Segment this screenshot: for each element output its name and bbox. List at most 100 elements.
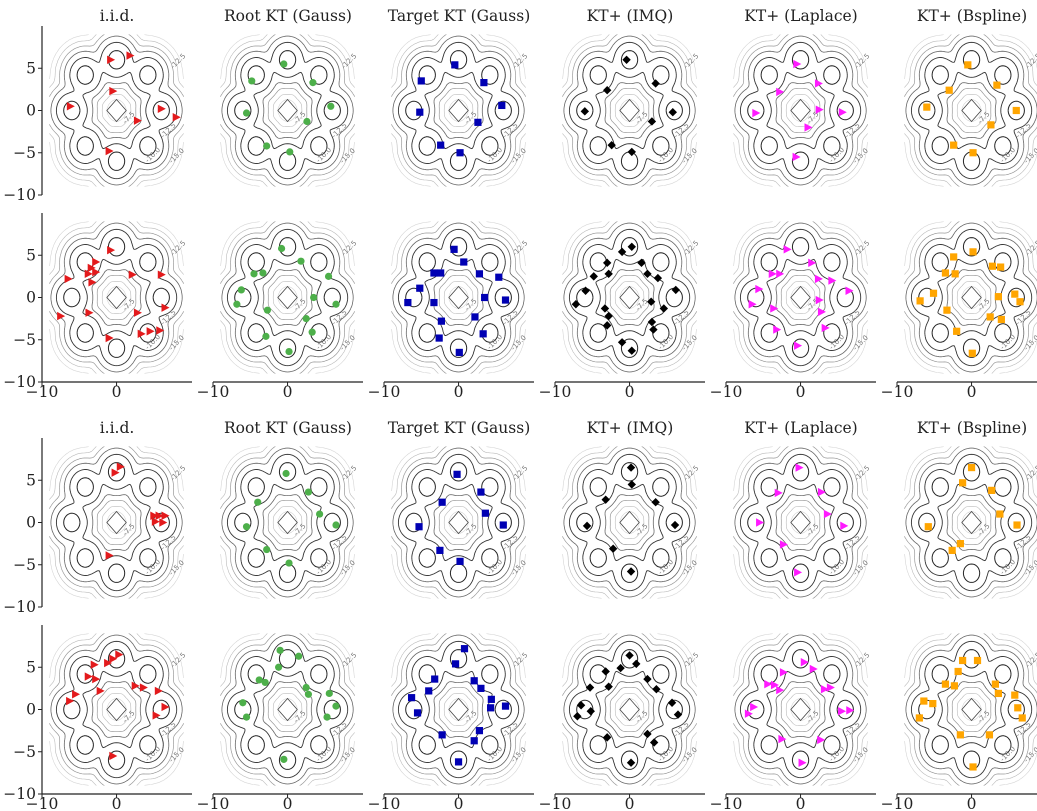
x-tick-label: −10 <box>368 795 401 811</box>
x-tick-label: −10 <box>26 383 59 401</box>
contour-line <box>221 35 354 186</box>
data-point <box>821 323 830 333</box>
contour-line <box>734 634 867 785</box>
contour-level-label: -12.5 <box>843 121 861 139</box>
x-tick-label: −10 <box>197 795 230 811</box>
data-point <box>800 657 809 667</box>
contour-level-label: -12.5 <box>672 308 690 326</box>
contour-level-label: -15.0 <box>851 559 869 577</box>
data-point <box>756 518 765 527</box>
data-point <box>920 697 928 705</box>
contour-level-label: -7.5 <box>292 297 307 312</box>
data-point <box>453 470 461 478</box>
contour-line <box>50 634 183 785</box>
contour-line <box>562 633 697 786</box>
contour-level-label: -7.5 <box>292 709 307 724</box>
points-panel-r1-c3 <box>571 242 680 355</box>
data-point <box>242 523 251 531</box>
x-tick-label: −10 <box>881 383 914 401</box>
data-point <box>969 149 977 157</box>
contour-line <box>733 221 868 374</box>
data-point <box>776 87 785 97</box>
contour-line <box>562 221 697 374</box>
data-point <box>57 311 66 321</box>
data-point <box>941 269 950 277</box>
points-panel-r3-c0 <box>66 650 170 761</box>
data-point <box>617 247 627 257</box>
data-point <box>109 86 118 96</box>
data-point <box>152 711 161 720</box>
data-point <box>967 463 976 472</box>
contour-line <box>49 34 184 187</box>
x-tick-label: −10 <box>881 795 914 811</box>
contour-level-label: -7.5 <box>121 522 136 537</box>
data-point <box>953 327 961 335</box>
data-point <box>304 690 313 698</box>
contour-line <box>562 221 697 374</box>
data-point <box>764 679 773 689</box>
contour-level-label: -12.5 <box>501 121 519 139</box>
data-point <box>817 735 826 745</box>
panel-title-b0-c2: Target KT (Gauss) <box>388 7 531 25</box>
points-panel-r1-c1 <box>233 244 340 356</box>
x-tick-label: 0 <box>112 383 122 401</box>
data-point <box>945 86 953 94</box>
data-point <box>602 86 612 95</box>
data-point <box>997 315 1005 324</box>
contour-line <box>220 446 355 599</box>
points-panel-r3-c4 <box>744 657 855 767</box>
points-panel-r2-c0 <box>105 462 170 560</box>
data-point <box>1016 298 1024 306</box>
contour-level-label: -12.5 <box>1024 651 1037 669</box>
data-point <box>487 704 495 712</box>
data-point <box>985 731 994 739</box>
data-point <box>846 706 855 715</box>
data-point <box>959 656 967 665</box>
data-point <box>276 646 284 654</box>
data-point <box>242 713 251 721</box>
contour-line <box>904 221 1037 374</box>
data-point <box>151 517 160 526</box>
contour-level-label: -12.5 <box>159 720 177 738</box>
data-point <box>673 710 683 719</box>
x-tick-label: 0 <box>796 795 806 811</box>
data-point <box>916 297 924 305</box>
contour-line <box>576 462 683 583</box>
contour-level-label: -10.0 <box>144 558 162 576</box>
y-tick-label: −10 <box>3 186 36 204</box>
contour-center <box>961 510 982 535</box>
points-panel-r2-c4 <box>756 463 849 577</box>
data-point <box>280 755 288 763</box>
panel-title-b0-c4: KT+ (Laplace) <box>744 7 857 25</box>
data-point <box>956 731 964 739</box>
points-panel-r0-c3 <box>580 55 677 157</box>
contour-center <box>790 98 811 123</box>
data-point <box>997 263 1005 271</box>
contour-panel-r2-c4: -7.5-10.0-12.5-15.0-12.5 <box>733 446 871 599</box>
y-tick-label: 0 <box>26 102 36 120</box>
data-point <box>332 300 340 308</box>
contour-line <box>391 446 526 599</box>
contour-level-label: -15.0 <box>338 746 356 764</box>
data-point <box>589 272 598 281</box>
data-point <box>105 551 114 560</box>
contour-line <box>220 446 355 599</box>
data-point <box>1018 714 1026 722</box>
contour-level-label: -10.0 <box>828 558 846 576</box>
data-point <box>604 682 613 691</box>
contour-level-label: -10.0 <box>828 745 846 763</box>
data-point <box>137 329 146 339</box>
data-point <box>239 699 247 707</box>
data-point <box>988 262 997 270</box>
contour-center <box>106 285 127 310</box>
contour-line <box>397 640 520 779</box>
data-point <box>943 306 951 314</box>
contour-line <box>55 453 178 592</box>
panel-title-b1-c3: KT+ (IMQ) <box>587 419 674 437</box>
data-point <box>808 258 817 268</box>
contour-level-label: -15.0 <box>509 334 527 352</box>
data-point <box>626 758 636 767</box>
y-tick-label: −10 <box>3 373 36 391</box>
data-point <box>64 274 73 284</box>
data-point <box>417 77 425 85</box>
